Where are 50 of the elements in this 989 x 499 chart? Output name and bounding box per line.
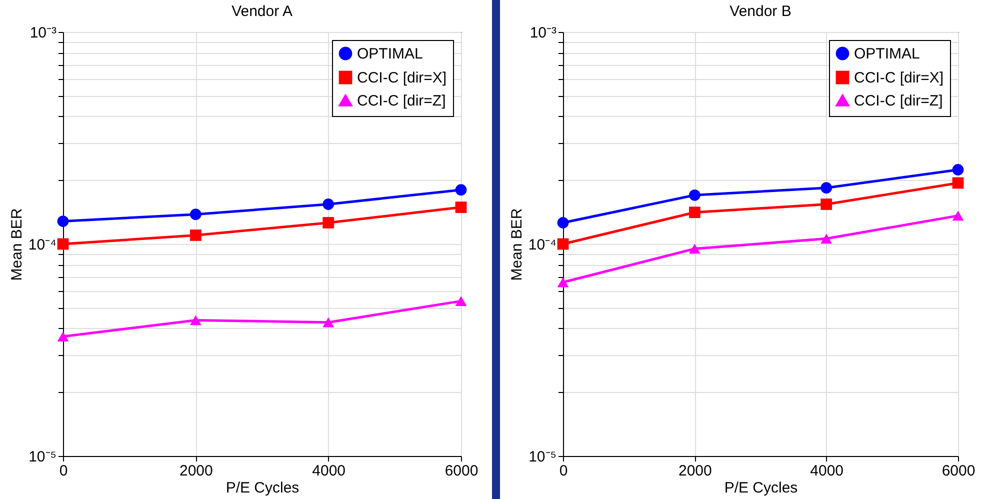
point xyxy=(557,238,569,250)
point xyxy=(57,216,69,227)
x-axis-title: P/E Cycles xyxy=(226,480,300,496)
y-axis-title: Mean BER xyxy=(508,208,526,281)
y-tick-label: 10⁻⁵ xyxy=(28,448,56,466)
point xyxy=(190,208,202,220)
x-axis-title: P/E Cycles xyxy=(724,480,798,496)
y-tick-label: 10⁻⁵ xyxy=(528,448,556,466)
x-tick-label: 4000 xyxy=(312,462,346,480)
y-tick-label: 10⁻³ xyxy=(30,24,56,42)
point xyxy=(820,234,832,244)
point xyxy=(57,332,69,342)
y-axis-title: Mean BER xyxy=(8,208,26,281)
point xyxy=(557,277,569,288)
point xyxy=(57,238,69,250)
y-tick-label: 10⁻⁴ xyxy=(528,236,556,254)
point xyxy=(455,184,467,196)
chart-title: Vendor A xyxy=(232,3,292,20)
point xyxy=(820,182,832,194)
chart-title: Vendor B xyxy=(730,3,792,20)
point xyxy=(952,210,964,221)
point xyxy=(190,315,202,326)
x-tick-label: 2000 xyxy=(179,462,213,480)
point xyxy=(688,244,700,254)
point xyxy=(455,296,467,306)
legend-label: CCI-C [dir=X] xyxy=(357,70,447,86)
x-tick-label: 6000 xyxy=(942,462,976,480)
legend-label: CCI-C [dir=X] xyxy=(854,70,944,86)
point xyxy=(455,202,467,213)
legend-label: OPTIMAL xyxy=(357,46,423,62)
point xyxy=(688,189,700,201)
point xyxy=(322,317,334,328)
x-tick-label: 0 xyxy=(559,462,568,480)
point xyxy=(557,217,569,228)
point xyxy=(688,206,700,218)
y-tick-label: 10⁻³ xyxy=(530,24,556,42)
legend-label: CCI-C [dir=Z] xyxy=(854,92,943,110)
point xyxy=(952,164,964,176)
point xyxy=(190,230,202,241)
y-tick-label: 10⁻⁴ xyxy=(28,236,56,254)
point xyxy=(322,217,334,228)
x-tick-label: 0 xyxy=(59,462,68,480)
point xyxy=(322,198,334,210)
point xyxy=(820,198,832,210)
x-tick-label: 6000 xyxy=(444,462,478,480)
x-tick-label: 2000 xyxy=(678,462,712,480)
point xyxy=(952,177,964,189)
legend-label: OPTIMAL xyxy=(854,46,920,62)
legend-label: CCI-C [dir=Z] xyxy=(357,92,446,110)
x-tick-label: 4000 xyxy=(810,462,844,480)
